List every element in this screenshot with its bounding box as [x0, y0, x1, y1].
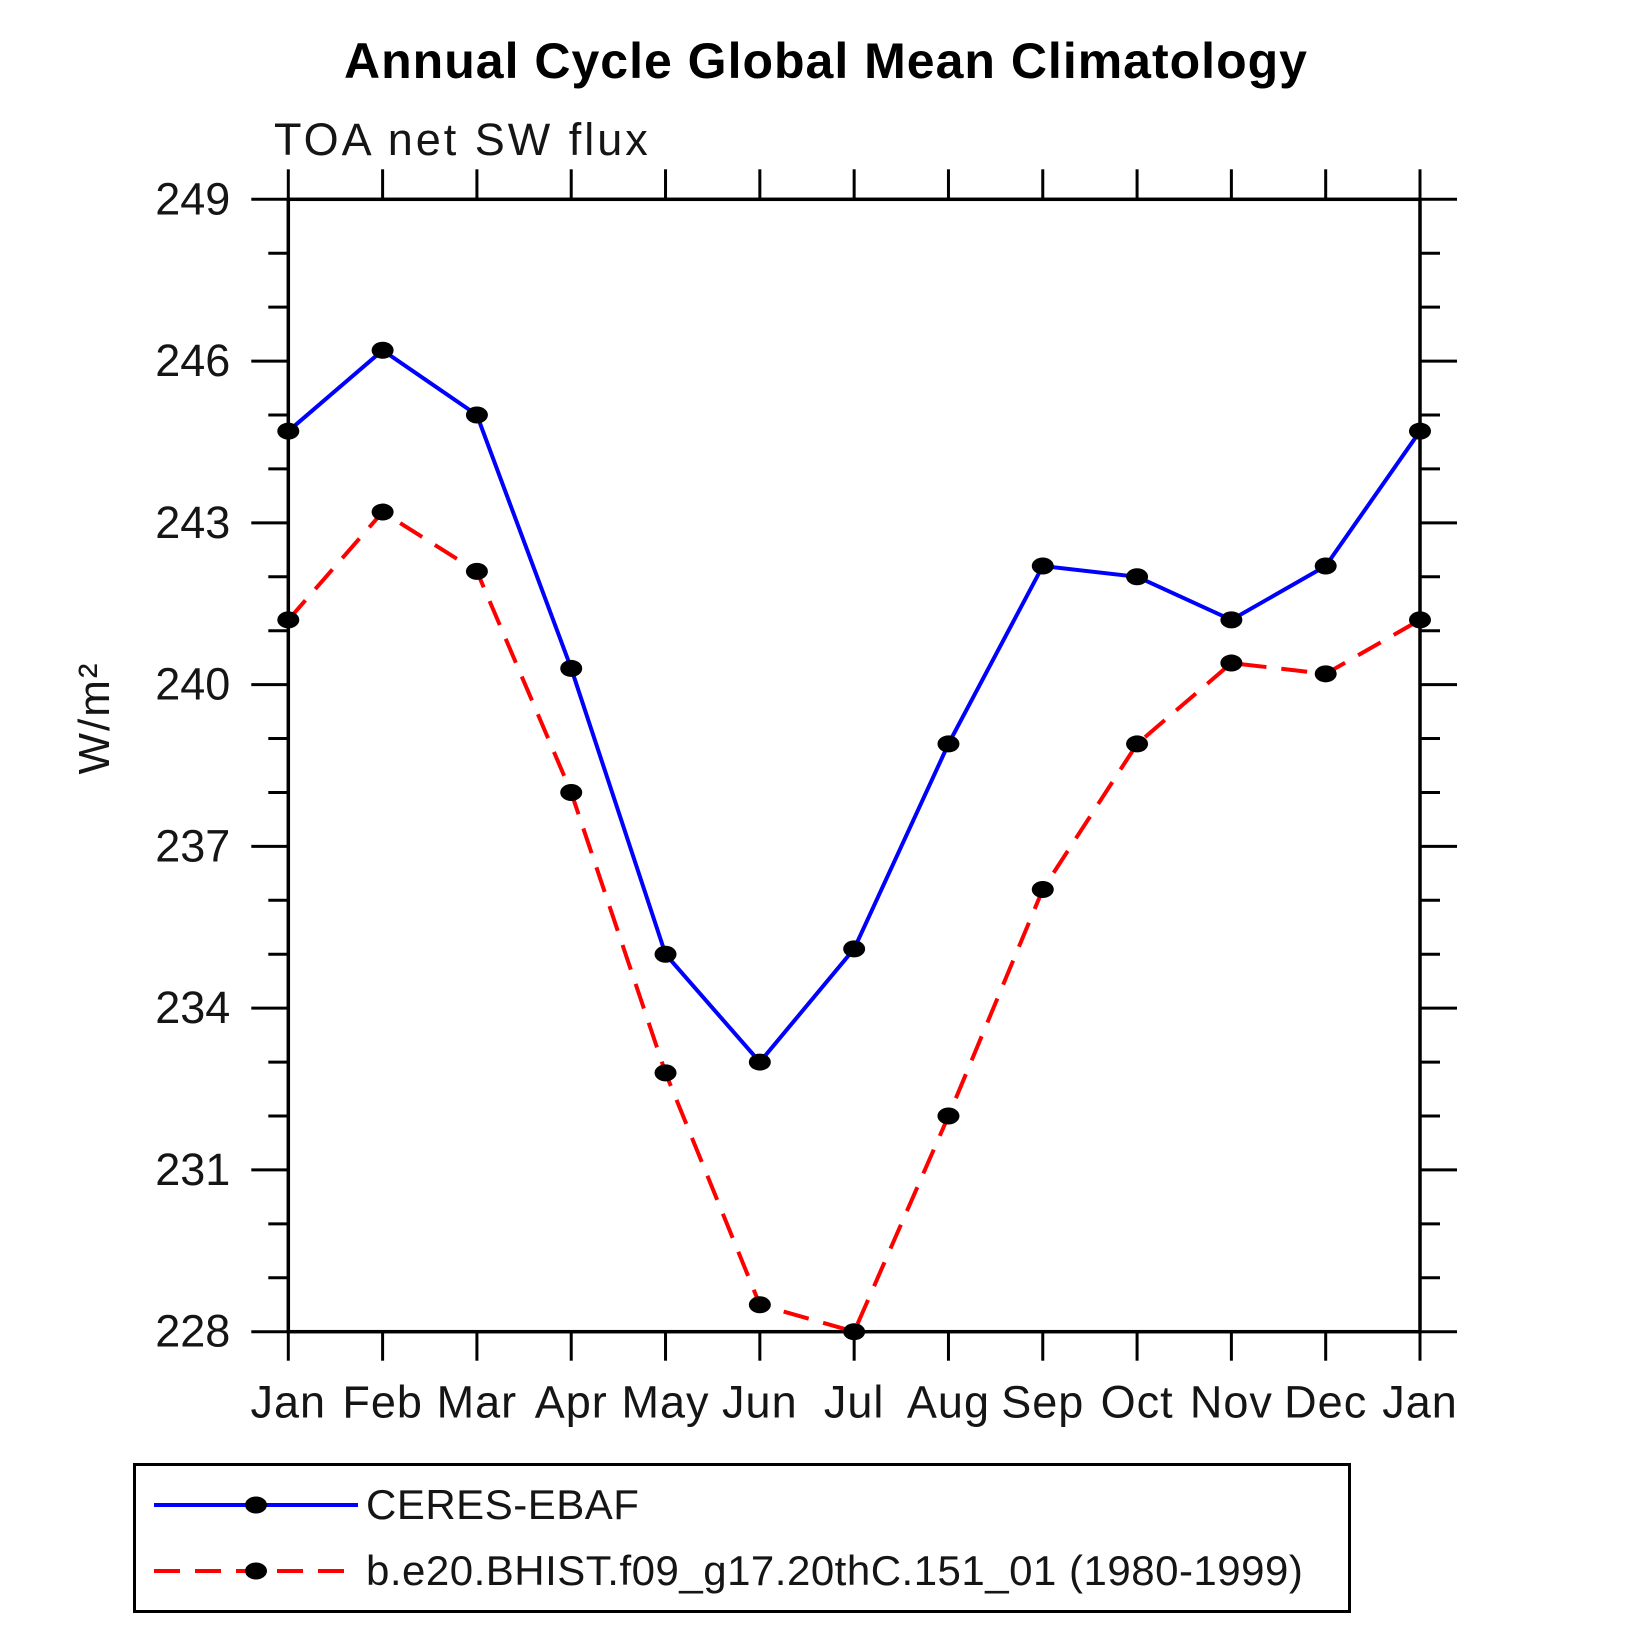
x-tick-label: Mar	[437, 1377, 518, 1428]
data-point-marker	[1409, 611, 1431, 629]
data-point-marker	[560, 783, 583, 801]
y-tick-label: 246	[155, 335, 230, 386]
data-point-marker	[1314, 665, 1337, 683]
x-tick-label: Nov	[1190, 1377, 1273, 1428]
x-tick-label: Jan	[1382, 1377, 1458, 1428]
x-tick-label: Oct	[1101, 1377, 1174, 1428]
x-tick-label: Dec	[1284, 1377, 1367, 1428]
data-point-marker	[937, 735, 960, 753]
data-point-marker	[1126, 735, 1149, 753]
plot-frame	[286, 197, 1422, 1334]
data-point-marker	[748, 1053, 771, 1071]
data-point-marker	[843, 940, 866, 958]
data-point-marker	[1031, 557, 1054, 575]
x-tick-label: Apr	[535, 1377, 608, 1428]
legend-box: CERES-EBAF b.e20.BHIST.f09_g17.20thC.151…	[133, 1463, 1351, 1613]
y-tick-label: 249	[155, 173, 230, 224]
data-point-marker	[371, 341, 394, 359]
y-tick-label: 240	[155, 659, 230, 710]
series-line-1	[286, 509, 1421, 1335]
x-tick-label: Jun	[722, 1377, 798, 1428]
legend-solid-line-icon	[154, 1496, 358, 1514]
data-point-marker	[654, 1064, 677, 1082]
legend-label-model: b.e20.BHIST.f09_g17.20thC.151_01 (1980-1…	[366, 1547, 1304, 1594]
data-point-marker	[1409, 422, 1431, 440]
data-point-marker	[371, 503, 394, 521]
legend-dashed-line-icon	[154, 1562, 358, 1580]
data-point-marker	[465, 406, 488, 424]
data-point-marker	[1220, 611, 1243, 629]
x-tick-label: May	[622, 1377, 710, 1428]
data-point-marker	[1220, 654, 1243, 672]
x-tick-label: Sep	[1001, 1377, 1084, 1428]
y-tick-label: 243	[155, 497, 230, 548]
data-point-marker	[654, 945, 677, 963]
x-tick-label: Jan	[251, 1377, 327, 1428]
legend-item-observation: CERES-EBAF	[152, 1477, 1348, 1533]
chart-subtitle: TOA net SW flux	[274, 114, 651, 165]
legend-label-observation: CERES-EBAF	[366, 1481, 640, 1528]
data-point-marker	[843, 1323, 866, 1341]
y-tick-label: 234	[155, 982, 230, 1033]
data-point-marker	[1126, 568, 1149, 586]
y-tick-label: 228	[155, 1306, 230, 1357]
x-tick-label: Jul	[824, 1377, 885, 1428]
data-point-marker	[937, 1107, 960, 1125]
data-point-marker	[465, 562, 488, 580]
data-point-marker	[1314, 557, 1337, 575]
x-tick-label: Aug	[907, 1377, 990, 1428]
y-tick-label: 237	[155, 820, 230, 871]
y-tick-label: 231	[155, 1144, 230, 1195]
data-point-marker	[277, 422, 300, 440]
data-point-marker	[277, 611, 300, 629]
data-point-marker	[560, 659, 583, 677]
chart-title: Annual Cycle Global Mean Climatology	[344, 33, 1308, 89]
data-point-marker	[1031, 881, 1054, 899]
x-tick-label: Feb	[342, 1377, 423, 1428]
data-point-marker	[748, 1296, 771, 1314]
legend-item-model: b.e20.BHIST.f09_g17.20thC.151_01 (1980-1…	[152, 1543, 1348, 1599]
